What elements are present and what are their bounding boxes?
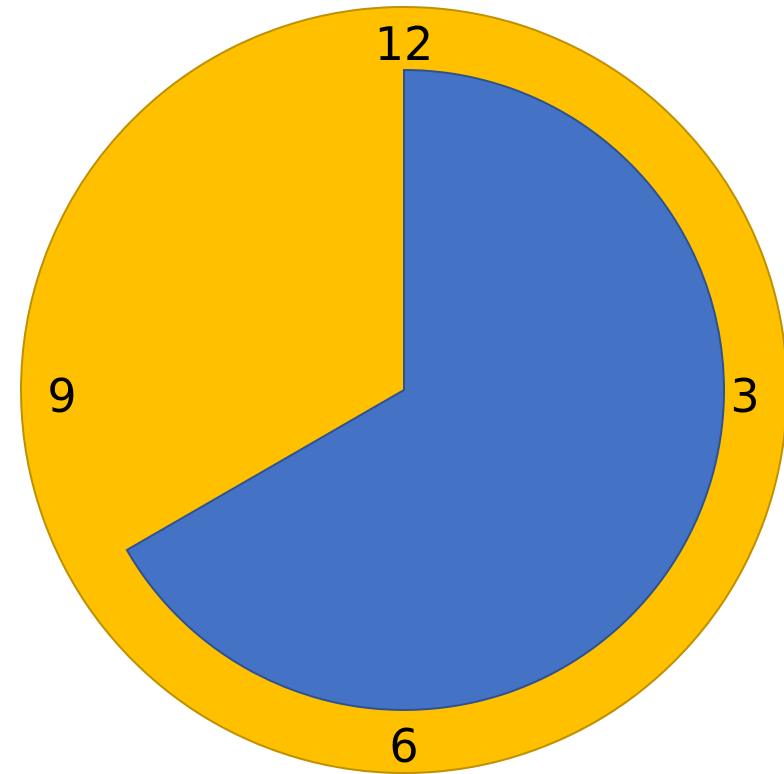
elapsed-time-sector	[125, 68, 725, 711]
hour-label-6: 6	[389, 719, 418, 773]
hour-label-12: 12	[375, 17, 434, 71]
hour-label-3: 3	[730, 369, 759, 423]
hour-label-9: 9	[47, 369, 76, 423]
